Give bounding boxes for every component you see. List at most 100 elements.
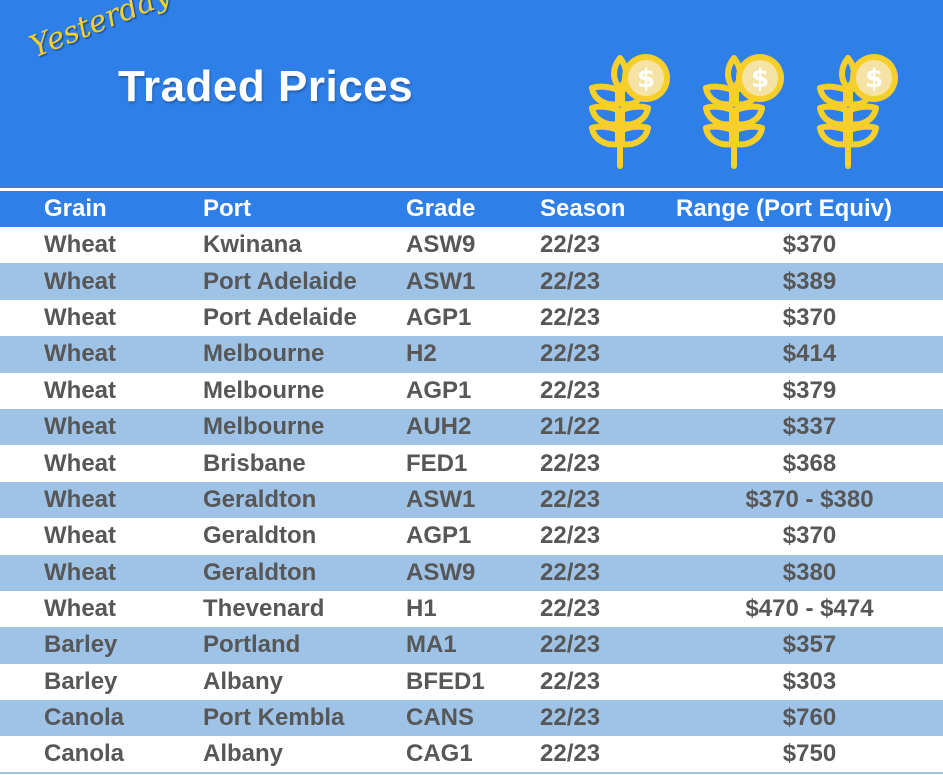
table-row: Wheat Port Adelaide ASW1 22/23 $389 (0, 263, 943, 300)
header-banner: Yesterday's Traded Prices $ (0, 0, 943, 188)
cell-range: $389 (782, 267, 837, 295)
cell-season: 22/23 (540, 522, 601, 550)
cell-grade: AGP1 (406, 522, 472, 550)
table-row: Wheat Kwinana ASW9 22/23 $370 (0, 227, 943, 263)
cell-range: $750 (782, 740, 837, 768)
cell-grade: ASW1 (406, 267, 476, 295)
cell-grade: CAG1 (406, 740, 473, 768)
cell-season: 22/23 (540, 485, 601, 513)
cell-grain: Wheat (44, 303, 116, 331)
cell-grade: AUH2 (406, 413, 472, 441)
cell-grain: Canola (44, 704, 125, 732)
cell-season: 22/23 (540, 376, 601, 404)
cell-grade: ASW1 (406, 485, 476, 513)
table-row: Barley Portland MA1 22/23 $357 (0, 627, 943, 664)
column-header-port: Port (203, 195, 251, 222)
table-row: Canola Albany CAG1 22/23 $750 (0, 736, 943, 774)
cell-port: Geraldton (203, 558, 317, 586)
cell-grain: Wheat (44, 485, 116, 513)
column-header-range: Range (Port Equiv) (676, 195, 893, 222)
cell-port: Geraldton (203, 522, 317, 550)
column-header-grain: Grain (44, 195, 107, 222)
cell-range: $370 (782, 231, 837, 259)
cell-season: 21/22 (540, 413, 601, 441)
table-row: Wheat Melbourne AGP1 22/23 $379 (0, 373, 943, 409)
cell-range: $337 (782, 413, 837, 441)
cell-port: Port Kembla (203, 704, 345, 732)
icon-group: $ $ (582, 50, 912, 172)
cell-grain: Wheat (44, 449, 116, 477)
table-row: Wheat Geraldton AGP1 22/23 $370 (0, 518, 943, 554)
cell-grade: MA1 (406, 631, 457, 659)
table-row: Wheat Geraldton ASW1 22/23 $370 - $380 (0, 481, 943, 519)
svg-text:$: $ (637, 64, 655, 94)
cell-grain: Barley (44, 667, 118, 695)
cell-grain: Wheat (44, 340, 116, 368)
traded-prices-table: Grain Port Grade Season Range (Port Equi… (0, 191, 943, 774)
cell-range: $370 - $380 (745, 485, 874, 513)
cell-port: Albany (203, 740, 284, 768)
cell-season: 22/23 (540, 558, 601, 586)
cell-grade: BFED1 (406, 667, 485, 695)
wheat-dollar-icon: $ (589, 54, 670, 169)
cell-grain: Wheat (44, 558, 116, 586)
cell-grain: Wheat (44, 267, 116, 295)
table-row: Canola Port Kembla CANS 22/23 $760 (0, 700, 943, 737)
wheat-dollar-icon: $ (817, 54, 898, 169)
table-row: Wheat Geraldton ASW9 22/23 $380 (0, 554, 943, 591)
cell-range: $370 (782, 303, 837, 331)
cell-grade: AGP1 (406, 303, 472, 331)
cell-grade: FED1 (406, 449, 468, 477)
cell-grade: CANS (406, 704, 475, 732)
cell-port: Melbourne (203, 376, 325, 404)
svg-text:$: $ (865, 64, 883, 94)
cell-range: $357 (782, 631, 837, 659)
table-row: Wheat Melbourne H2 22/23 $414 (0, 336, 943, 373)
svg-text:$: $ (751, 64, 769, 94)
table-header-row: Grain Port Grade Season Range (Port Equi… (0, 191, 943, 227)
table-row: Wheat Thevenard H1 22/23 $470 - $474 (0, 591, 943, 627)
cell-range: $303 (782, 667, 837, 695)
cell-grade: H1 (406, 595, 437, 623)
cell-range: $379 (782, 376, 837, 404)
cell-season: 22/23 (540, 449, 601, 477)
cell-grain: Wheat (44, 231, 116, 259)
table-row: Barley Albany BFED1 22/23 $303 (0, 664, 943, 700)
cell-range: $470 - $474 (745, 595, 874, 623)
table-row: Wheat Port Adelaide AGP1 22/23 $370 (0, 300, 943, 336)
cell-grade: ASW9 (406, 558, 476, 586)
cell-grain: Wheat (44, 376, 116, 404)
cell-grain: Canola (44, 740, 125, 768)
cell-port: Melbourne (203, 413, 325, 441)
cell-season: 22/23 (540, 267, 601, 295)
cell-port: Kwinana (203, 231, 302, 259)
cell-season: 22/23 (540, 303, 601, 331)
cell-grain: Wheat (44, 595, 116, 623)
cell-port: Port Adelaide (203, 267, 357, 295)
cell-port: Melbourne (203, 340, 325, 368)
column-header-season: Season (540, 195, 626, 222)
banner-divider (0, 188, 943, 191)
cell-range: $370 (782, 522, 837, 550)
cell-grain: Barley (44, 631, 118, 659)
cell-season: 22/23 (540, 740, 601, 768)
cell-grain: Wheat (44, 413, 116, 441)
wheat-dollar-icon: $ (703, 54, 784, 169)
cell-port: Portland (203, 631, 301, 659)
cell-season: 22/23 (540, 340, 601, 368)
table-row: Wheat Melbourne AUH2 21/22 $337 (0, 408, 943, 446)
table-row: Wheat Brisbane FED1 22/23 $368 (0, 445, 943, 481)
cell-port: Geraldton (203, 485, 317, 513)
cell-port: Albany (203, 667, 284, 695)
cell-range: $380 (782, 558, 837, 586)
cell-range: $760 (782, 704, 837, 732)
cell-range: $414 (782, 340, 837, 368)
cell-season: 22/23 (540, 667, 601, 695)
cell-grain: Wheat (44, 522, 116, 550)
cell-port: Thevenard (203, 595, 325, 623)
column-header-grade: Grade (406, 195, 476, 222)
cell-port: Port Adelaide (203, 303, 357, 331)
cell-season: 22/23 (540, 595, 601, 623)
cell-season: 22/23 (540, 631, 601, 659)
cell-season: 22/23 (540, 231, 601, 259)
